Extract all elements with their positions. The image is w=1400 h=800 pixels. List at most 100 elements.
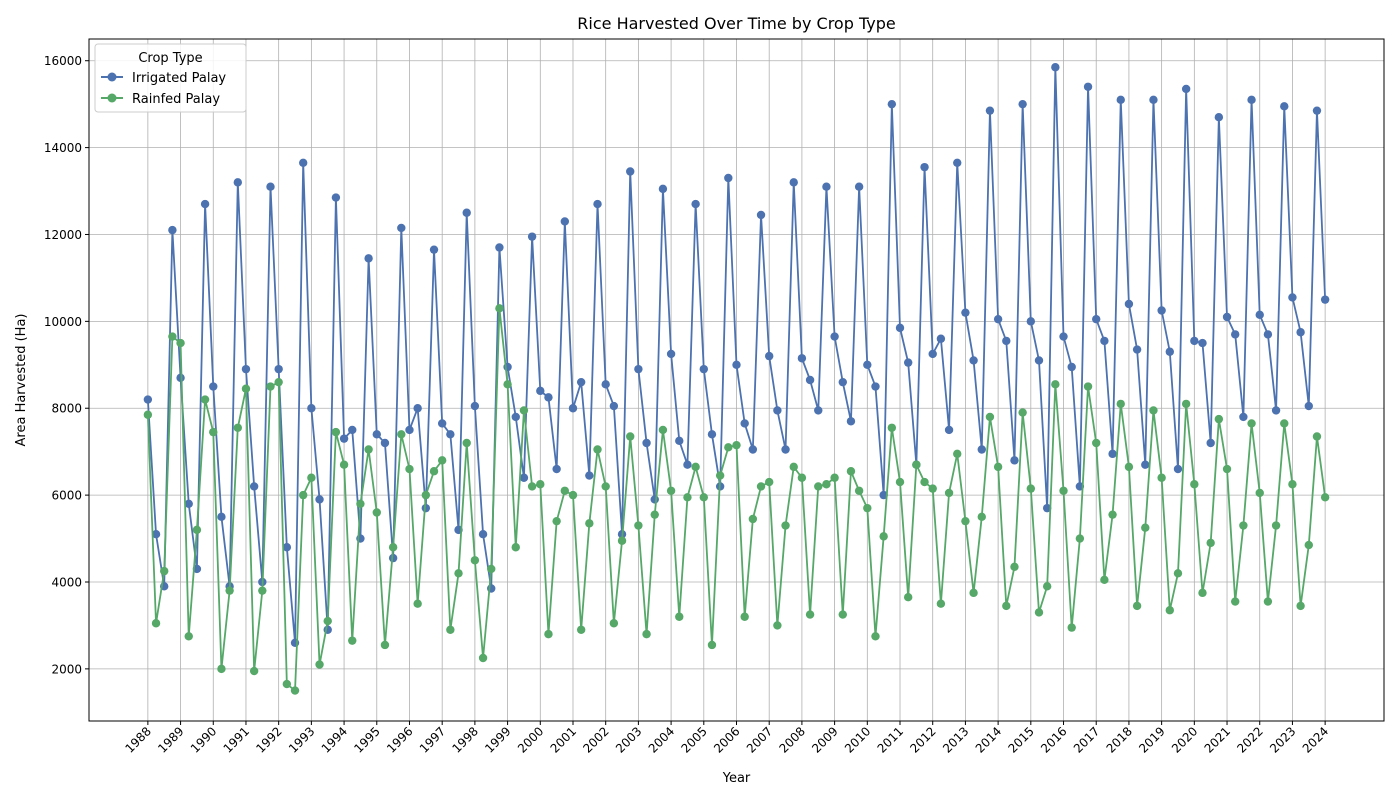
- data-point: [1051, 63, 1060, 72]
- data-point: [544, 393, 553, 402]
- data-point: [944, 488, 954, 498]
- data-point: [388, 553, 398, 563]
- data-point: [765, 477, 774, 487]
- data-point: [470, 401, 480, 411]
- y-tick-label: 12000: [44, 228, 82, 242]
- data-point: [715, 471, 725, 480]
- data-point: [1198, 338, 1207, 348]
- data-point: [1010, 562, 1019, 571]
- data-point: [241, 384, 251, 393]
- y-tick-label: 16000: [44, 54, 82, 68]
- data-point: [642, 438, 651, 448]
- data-point: [1231, 330, 1240, 339]
- data-point: [609, 401, 619, 411]
- data-point: [993, 462, 1003, 472]
- x-axis-label: Year: [722, 771, 751, 786]
- data-point: [805, 610, 815, 619]
- data-point: [838, 377, 847, 387]
- data-point: [1255, 488, 1264, 498]
- data-point: [348, 636, 357, 645]
- data-point: [487, 564, 496, 574]
- data-point: [1157, 473, 1166, 482]
- data-point: [241, 364, 251, 374]
- data-point: [1124, 299, 1134, 309]
- data-point: [1002, 601, 1011, 611]
- data-point: [356, 499, 365, 508]
- data-point: [593, 445, 602, 454]
- data-point: [576, 377, 586, 387]
- data-point: [1198, 588, 1207, 598]
- data-point: [732, 360, 741, 369]
- data-point: [225, 586, 234, 595]
- data-point: [397, 223, 406, 233]
- data-point: [495, 243, 504, 252]
- data-point: [683, 460, 692, 469]
- data-point: [650, 510, 659, 519]
- data-point: [903, 593, 913, 602]
- data-point: [887, 99, 897, 109]
- data-point: [977, 512, 986, 522]
- data-point: [372, 508, 381, 517]
- data-point: [315, 660, 324, 669]
- data-point: [258, 586, 267, 595]
- data-point: [953, 449, 962, 459]
- data-point: [568, 404, 578, 413]
- data-point: [846, 467, 856, 476]
- data-point: [773, 621, 782, 630]
- data-point: [1124, 462, 1134, 472]
- data-point: [1165, 606, 1175, 615]
- data-point: [773, 406, 782, 415]
- data-point: [961, 308, 970, 317]
- data-point: [814, 482, 823, 491]
- data-point: [511, 412, 520, 422]
- data-point: [920, 477, 929, 487]
- data-point: [266, 382, 275, 391]
- data-point: [748, 445, 758, 454]
- data-point: [1108, 510, 1117, 519]
- data-point: [1312, 432, 1322, 441]
- series-rainfed-palay: [143, 304, 1330, 695]
- data-point: [1018, 408, 1027, 417]
- data-point: [1059, 486, 1068, 495]
- data-point: [903, 358, 913, 367]
- data-point: [699, 493, 708, 502]
- data-point: [732, 440, 741, 450]
- data-point: [1247, 95, 1256, 105]
- data-point: [168, 332, 177, 341]
- data-point: [854, 182, 864, 191]
- data-point: [454, 569, 463, 578]
- data-point: [307, 404, 316, 413]
- data-point: [282, 679, 292, 689]
- data-point: [405, 425, 414, 435]
- data-point: [609, 619, 619, 628]
- data-point: [1271, 406, 1281, 415]
- data-point: [290, 686, 300, 695]
- y-tick-label: 4000: [51, 575, 82, 589]
- data-point: [658, 425, 668, 435]
- data-point: [209, 382, 218, 391]
- data-point: [1222, 464, 1232, 474]
- data-point: [838, 610, 847, 619]
- series-irrigated-palay: [143, 63, 1330, 648]
- data-point: [740, 612, 749, 621]
- data-point: [397, 430, 406, 439]
- data-point: [339, 460, 349, 469]
- data-point: [920, 162, 929, 172]
- data-point: [977, 445, 986, 454]
- data-point: [634, 364, 643, 374]
- data-point: [560, 486, 570, 495]
- data-point: [626, 432, 635, 441]
- legend: Crop Type Irrigated Palay Rainfed Palay: [94, 43, 247, 113]
- legend-label-rainfed: Rainfed Palay: [132, 92, 220, 107]
- data-point: [1239, 412, 1248, 422]
- data-point: [503, 380, 512, 389]
- data-point: [323, 616, 332, 626]
- data-point: [871, 632, 880, 641]
- data-point: [429, 467, 439, 476]
- data-point: [1247, 419, 1256, 428]
- data-point: [944, 425, 954, 435]
- data-point: [160, 566, 169, 576]
- data-point: [1149, 406, 1158, 415]
- data-point: [446, 625, 455, 634]
